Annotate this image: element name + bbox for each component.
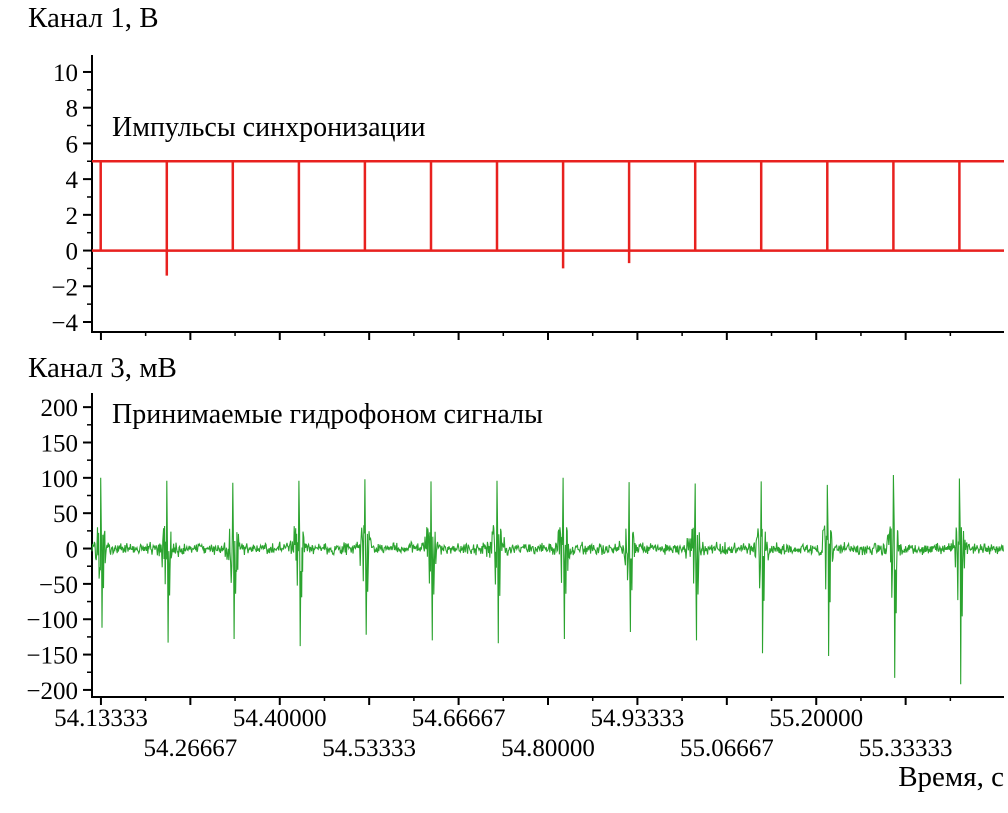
hydrophone-waveform — [91, 474, 1004, 685]
x-tick-label: 55.33333 — [859, 735, 953, 762]
sync-pulse-waveform — [92, 160, 1004, 276]
y-tick-label: 0 — [66, 537, 79, 564]
y-tick-label: 150 — [41, 430, 79, 457]
y-tick-label: 6 — [66, 131, 79, 158]
x-tick-label: 54.66667 — [412, 705, 506, 732]
y-tick-label: −200 — [26, 678, 78, 705]
x-tick-label: 54.80000 — [501, 735, 595, 762]
x-tick-label: 54.53333 — [322, 735, 416, 762]
y-tick-label: −100 — [26, 607, 78, 634]
channel1-annotation: Импульсы синхронизации — [112, 112, 426, 143]
y-tick-label: −4 — [51, 310, 78, 337]
y-tick-label: 2 — [66, 203, 79, 230]
y-tick-label: 10 — [53, 60, 78, 87]
x-axis-label: Время, с — [898, 761, 1004, 793]
channel1-title: Канал 1, В — [28, 2, 159, 34]
channel3-annotation: Принимаемые гидрофоном сигналы — [112, 399, 543, 430]
x-tick-label: 55.20000 — [769, 705, 863, 732]
x-tick-label: 54.40000 — [233, 705, 327, 732]
y-tick-label: −150 — [26, 643, 78, 670]
y-tick-label: 4 — [66, 167, 79, 194]
channel3-title: Канал 3, мВ — [28, 352, 177, 384]
x-tick-label: 54.13333 — [54, 705, 148, 732]
y-tick-label: 200 — [41, 395, 79, 422]
y-tick-label: 0 — [66, 239, 79, 266]
x-tick-label: 54.26667 — [143, 735, 237, 762]
y-tick-label: 8 — [66, 96, 79, 123]
x-tick-label: 54.93333 — [591, 705, 685, 732]
y-tick-label: −50 — [39, 572, 78, 599]
y-tick-label: −2 — [51, 274, 78, 301]
y-tick-label: 50 — [53, 501, 78, 528]
y-tick-label: 100 — [41, 466, 79, 493]
x-tick-label: 55.06667 — [680, 735, 774, 762]
